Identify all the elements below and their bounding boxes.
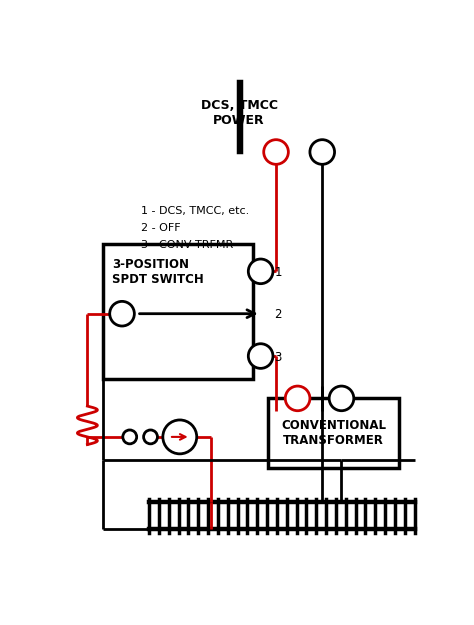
Circle shape bbox=[310, 139, 335, 164]
Circle shape bbox=[163, 420, 197, 454]
Circle shape bbox=[248, 344, 273, 368]
Text: 3 - CONV TRFMR: 3 - CONV TRFMR bbox=[141, 240, 234, 250]
Text: 2 - OFF: 2 - OFF bbox=[141, 223, 181, 233]
Bar bbox=[237, 81, 241, 152]
Text: CONVENTIONAL
TRANSFORMER: CONVENTIONAL TRANSFORMER bbox=[281, 419, 386, 447]
Circle shape bbox=[264, 139, 288, 164]
Text: 2: 2 bbox=[274, 308, 282, 321]
Circle shape bbox=[109, 301, 134, 326]
Circle shape bbox=[123, 430, 137, 444]
Text: 1: 1 bbox=[274, 266, 282, 279]
Text: 3: 3 bbox=[274, 351, 282, 364]
Circle shape bbox=[248, 259, 273, 284]
Circle shape bbox=[329, 386, 354, 411]
Bar bbox=[268, 398, 399, 468]
Bar bbox=[103, 244, 253, 379]
Text: DCS, TMCC
POWER: DCS, TMCC POWER bbox=[201, 99, 278, 127]
Circle shape bbox=[285, 386, 310, 411]
Circle shape bbox=[144, 430, 157, 444]
Text: 3-POSITION
SPDT SWITCH: 3-POSITION SPDT SWITCH bbox=[112, 258, 204, 286]
Text: 1 - DCS, TMCC, etc.: 1 - DCS, TMCC, etc. bbox=[141, 206, 249, 216]
